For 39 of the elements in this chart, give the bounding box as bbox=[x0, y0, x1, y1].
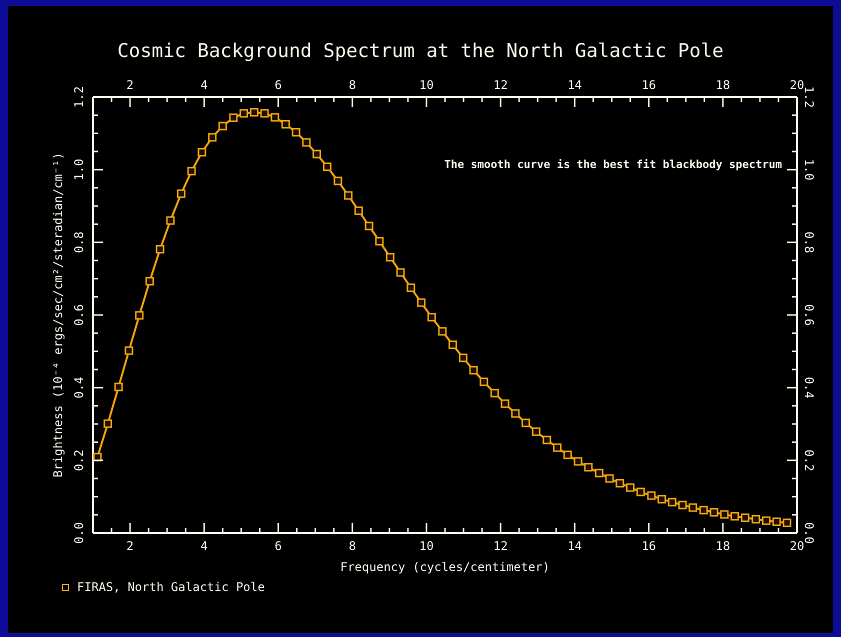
y2-tick-label: 0.6 bbox=[802, 304, 816, 326]
x-tick-label: 20 bbox=[790, 78, 804, 92]
y-tick-label: 0.2 bbox=[72, 449, 86, 472]
y-tick-label: 1.2 bbox=[72, 86, 86, 108]
x-tick-label: 16 bbox=[642, 78, 656, 92]
x-tick-label: 18 bbox=[716, 78, 730, 92]
x-tick-label: 10 bbox=[419, 78, 434, 92]
x2-tick-label: 18 bbox=[716, 539, 730, 553]
y2-tick-label: 0.0 bbox=[802, 522, 816, 544]
y-tick-label: 0.0 bbox=[72, 522, 86, 544]
y2-tick-label: 0.8 bbox=[802, 231, 816, 254]
x-tick-label: 8 bbox=[348, 78, 356, 92]
x2-tick-label: 8 bbox=[348, 539, 356, 553]
y2-tick-label: 1.2 bbox=[802, 86, 816, 108]
x-axis-title: Frequency (cycles/centimeter) bbox=[339, 560, 551, 574]
x-tick-label: 14 bbox=[567, 78, 582, 92]
x2-tick-label: 20 bbox=[790, 539, 804, 553]
y-tick-label: 0.6 bbox=[72, 304, 86, 326]
legend-label: FIRAS, North Galactic Pole bbox=[77, 580, 265, 594]
x2-tick-label: 4 bbox=[200, 539, 208, 553]
x2-tick-label: 10 bbox=[419, 539, 434, 553]
x-tick-label: 12 bbox=[493, 78, 508, 92]
y2-tick-label: 0.2 bbox=[802, 449, 816, 472]
x-tick-label: 4 bbox=[200, 78, 208, 92]
chart-title: Cosmic Background Spectrum at the North Galactic Pole bbox=[116, 40, 725, 62]
x-tick-label: 2 bbox=[126, 78, 134, 92]
y2-tick-label: 1.0 bbox=[802, 158, 816, 181]
x2-tick-label: 12 bbox=[493, 539, 508, 553]
x2-tick-label: 16 bbox=[642, 539, 656, 553]
x2-tick-label: 14 bbox=[567, 539, 582, 553]
x2-tick-label: 2 bbox=[126, 539, 134, 553]
y-tick-label: 0.4 bbox=[72, 376, 86, 399]
x-tick-label: 6 bbox=[274, 78, 282, 92]
y-tick-label: 1.0 bbox=[72, 158, 86, 181]
y-tick-label: 0.8 bbox=[72, 231, 86, 254]
annotation: The smooth curve is the best fit blackbody spectrum bbox=[444, 158, 782, 171]
y2-tick-label: 0.4 bbox=[802, 376, 816, 399]
x2-tick-label: 6 bbox=[274, 539, 282, 553]
y-axis-title: Brightness (10⁻⁴ ergs/sec/cm²/steradian/cm⁻¹) bbox=[51, 152, 65, 478]
